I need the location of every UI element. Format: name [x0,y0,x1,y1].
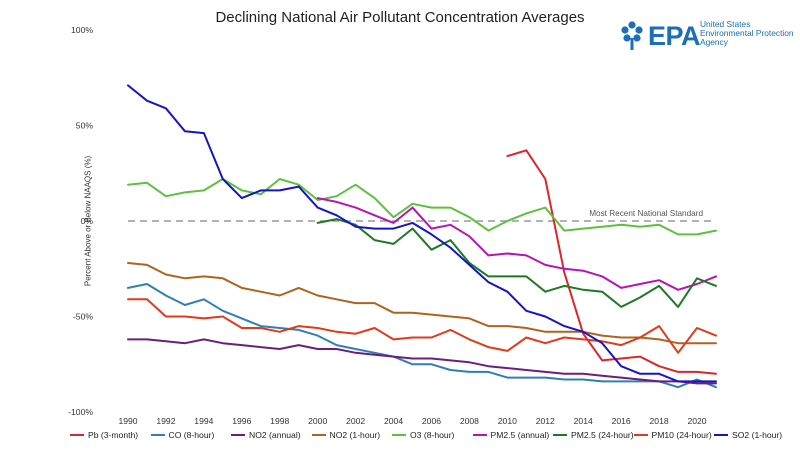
series-line [127,283,717,389]
logo-agency-line: Environmental Protection [700,28,794,39]
x-tick-label: 2000 [308,416,327,426]
series-line [127,262,717,345]
legend-label: PM2.5 (annual) [490,430,550,440]
legend-item: PM10 (24-hour) [633,430,712,440]
logo-agency-name: United States Environmental Protection A… [700,19,794,48]
x-tick-label: 2002 [346,416,365,426]
logo-brand: EPA [648,21,701,51]
legend-swatch [70,433,84,436]
legend-item: Pb (3-month) [70,430,138,440]
x-tick-label: 2006 [422,416,441,426]
legend-swatch [714,433,728,436]
series-line [127,178,717,236]
x-tick-label: 2004 [384,416,403,426]
logo-agency-line: United States [700,19,751,29]
legend-item: CO (8-hour) [150,430,215,440]
legend-label: PM10 (24-hour) [651,430,712,440]
x-tick-label: 2020 [687,416,706,426]
series-line [316,218,717,308]
x-tick-label: 1994 [194,416,213,426]
legend-item: O3 (8-hour) [392,430,454,440]
x-tick-label: 1996 [232,416,251,426]
legend-item: SO2 (1-hour) [714,430,782,440]
legend-swatch [472,433,487,436]
legend-swatch [392,433,406,436]
y-tick-label: 50% [76,121,94,131]
chart-title: Declining National Air Pollutant Concent… [215,9,585,26]
x-tick-label: 1998 [270,416,289,426]
legend-label: NO2 (1-hour) [329,430,381,440]
series-line [506,149,717,375]
x-tick-label: 2016 [612,416,631,426]
series-line [127,298,717,354]
x-tick-label: 2014 [574,416,593,426]
legend-swatch [633,433,648,436]
legend-label: O3 (8-hour) [410,430,455,440]
x-tick-label: 2018 [650,416,669,426]
y-tick-label: 0% [81,216,94,226]
legend-swatch [311,433,326,436]
x-tick-label: 2012 [536,416,555,426]
legend-item: NO2 (1-hour) [311,430,381,440]
x-tick-label: 2008 [460,416,479,426]
epa-logo: EPA United States Environmental Protecti… [618,19,794,54]
series-line [316,197,717,291]
y-tick-label: -50% [73,312,93,322]
legend-swatch [231,433,245,436]
legend-label: NO2 (annual) [249,430,301,440]
epa-flower-icon [621,21,643,50]
legend-item: NO2 (annual) [231,430,301,440]
legend-label: SO2 (1-hour) [732,430,783,440]
series-line [127,338,717,385]
legend-item: PM2.5 (annual) [472,430,550,440]
x-tick-label: 1992 [156,416,175,426]
series-line [127,84,717,383]
x-tick-label: 2010 [498,416,517,426]
reference-line-label: Most Recent National Standard [589,209,703,218]
legend-label: Pb (3-month) [88,430,139,440]
x-tick-label: 1990 [118,416,137,426]
logo-agency-line: Agency [700,37,728,48]
legend-swatch [553,433,567,436]
legend-swatch [150,433,165,436]
legend-item: PM2.5 (24-hour) [553,430,634,440]
legend-label: CO (8-hour) [168,430,215,440]
legend-label: PM2.5 (24-hour) [571,430,634,440]
y-tick-label: 100% [71,25,93,35]
y-tick-label: -100% [68,407,93,417]
